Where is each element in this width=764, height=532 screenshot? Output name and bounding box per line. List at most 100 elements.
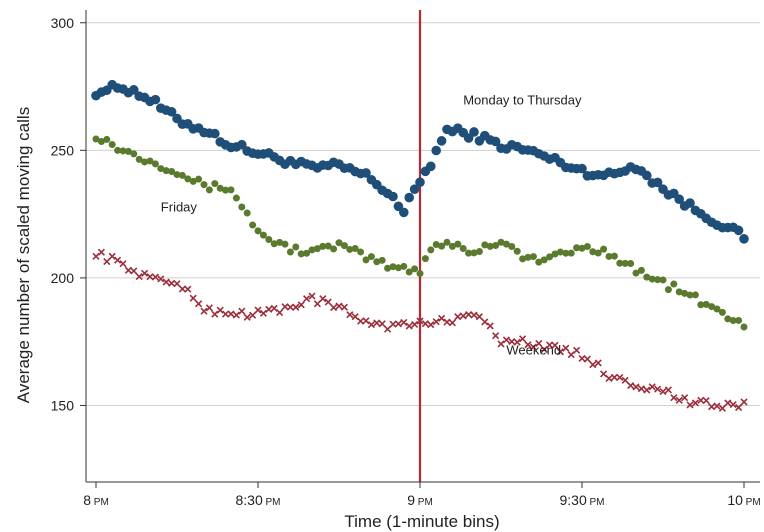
point-0-50 [361,168,371,178]
point-1-119 [735,316,743,324]
series-0 [91,79,749,244]
point-1-49 [357,248,365,256]
point-2-102 [643,386,651,394]
point-2-58 [405,322,413,330]
point-2-57 [400,318,408,327]
point-2-30 [254,306,262,314]
y-tick-label-0: 150 [51,397,75,413]
point-2-111 [691,399,699,407]
point-2-87 [562,344,570,352]
series-1 [92,135,748,331]
point-2-2 [103,257,111,266]
point-1-99 [627,259,635,267]
point-2-120 [740,398,748,406]
point-0-62 [426,161,436,172]
point-2-115 [713,402,721,410]
point-2-74 [492,332,500,340]
point-2-51 [367,321,375,329]
point-2-47 [346,311,354,319]
point-1-107 [670,280,678,288]
point-1-65 [443,238,451,246]
point-2-75 [497,340,505,348]
point-1-71 [475,248,483,256]
point-2-99 [627,382,635,390]
point-2-46 [340,303,348,311]
point-1-74 [492,241,500,249]
point-1-12 [157,165,165,173]
point-1-27 [238,203,246,211]
point-2-90 [578,354,586,363]
point-1-31 [259,231,267,239]
point-1-40 [308,246,316,254]
point-2-93 [594,359,602,367]
point-1-54 [384,264,392,272]
point-1-5 [119,147,127,155]
point-1-4 [114,146,122,154]
point-2-105 [659,388,667,396]
point-2-89 [573,346,581,354]
point-2-4 [114,256,122,264]
point-1-117 [724,315,732,323]
series-label-2: Weekend [506,342,561,357]
point-2-54 [384,325,392,333]
x-tick-label-4: 10 PM [727,492,760,508]
point-1-114 [708,303,716,311]
point-1-69 [465,249,473,257]
point-1-51 [367,253,375,261]
point-1-26 [232,194,240,202]
point-2-101 [637,385,645,393]
point-2-60 [416,317,424,325]
point-2-8 [135,273,143,281]
point-2-7 [130,267,138,275]
point-1-80 [524,253,532,261]
point-1-23 [216,184,224,192]
point-2-53 [378,320,386,328]
point-0-57 [399,207,409,218]
point-1-76 [502,240,510,248]
point-1-7 [130,150,138,158]
point-2-118 [729,401,737,409]
point-1-8 [135,155,143,163]
y-tick-label-3: 300 [51,15,75,31]
point-2-11 [151,273,159,281]
point-1-112 [697,301,705,309]
point-2-97 [616,373,624,382]
point-0-14 [166,106,177,117]
point-1-39 [303,249,311,257]
y-tick-label-1: 200 [51,270,75,286]
point-2-41 [313,300,321,308]
point-1-89 [573,244,581,252]
point-2-110 [686,401,694,409]
point-2-66 [448,319,456,327]
point-2-63 [432,318,440,326]
point-1-46 [340,242,348,250]
point-1-53 [378,256,386,264]
point-2-39 [303,295,311,303]
point-2-72 [481,318,489,326]
point-2-40 [308,292,316,300]
point-1-111 [691,291,699,299]
point-1-9 [141,158,149,166]
point-1-2 [103,135,111,143]
point-2-50 [362,317,370,325]
point-2-31 [259,309,267,317]
point-2-91 [583,355,591,363]
point-2-28 [243,313,251,321]
point-1-6 [124,147,132,155]
point-1-100 [632,269,640,277]
point-1-28 [243,209,251,217]
point-2-27 [238,307,246,315]
point-0-120 [739,234,749,244]
point-2-59 [411,320,419,329]
x-tick-label-2: 9 PM [407,492,433,508]
point-1-90 [578,244,586,252]
point-1-20 [200,181,208,189]
point-1-37 [292,243,300,251]
point-2-68 [459,312,467,320]
point-1-17 [184,175,192,183]
point-1-59 [411,265,419,273]
point-1-13 [162,167,170,175]
point-0-27 [237,139,247,150]
point-1-77 [508,242,516,250]
point-2-100 [632,383,640,391]
